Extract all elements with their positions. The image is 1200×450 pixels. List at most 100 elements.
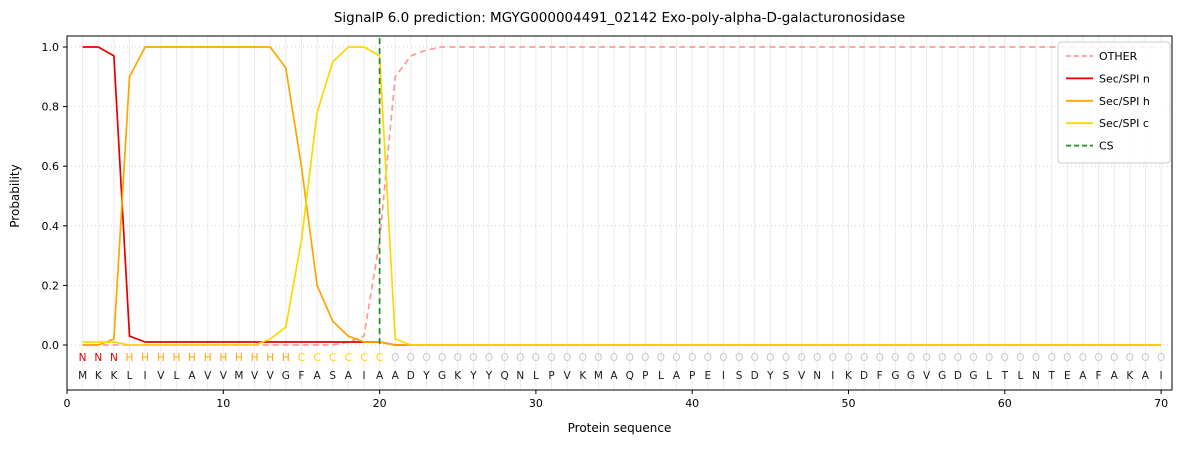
series-line-other	[82, 46, 1162, 346]
sequence-letter: V	[798, 370, 806, 382]
sequence-letter: F	[298, 370, 304, 382]
region-label: H	[251, 352, 259, 364]
region-label: O	[766, 352, 774, 364]
region-label: O	[704, 352, 712, 364]
region-label: H	[157, 352, 165, 364]
sequence-letter: M	[234, 370, 243, 382]
sequence-letter: D	[954, 370, 962, 382]
region-label: H	[235, 352, 243, 364]
sequence-letter: I	[1160, 370, 1163, 382]
region-label: O	[1016, 352, 1024, 364]
sequence-letter: A	[673, 370, 681, 382]
sequence-letter: E	[704, 370, 711, 382]
sequence-letter: G	[438, 370, 446, 382]
region-label: O	[547, 352, 555, 364]
sequence-letter: K	[110, 370, 118, 382]
sequence-letter: N	[1032, 370, 1040, 382]
sequence-letter: G	[969, 370, 977, 382]
region-label: O	[1126, 352, 1134, 364]
region-label: O	[1157, 352, 1165, 364]
region-label: H	[219, 352, 227, 364]
region-label: H	[172, 352, 180, 364]
region-label: O	[672, 352, 680, 364]
x-tick-label: 70	[1154, 397, 1168, 410]
region-label: O	[516, 352, 524, 364]
sequence-letter: V	[204, 370, 212, 382]
y-tick-label: 0.2	[42, 279, 60, 292]
region-label: N	[94, 352, 102, 364]
region-label: O	[719, 352, 727, 364]
region-label: O	[907, 352, 915, 364]
sequence-letter: F	[877, 370, 883, 382]
region-label: O	[1048, 352, 1056, 364]
y-tick-label: 0.4	[42, 220, 60, 233]
x-tick-label: 10	[216, 397, 230, 410]
region-label: O	[922, 352, 930, 364]
sequence-letter: S	[783, 370, 790, 382]
sequence-letter: G	[891, 370, 899, 382]
x-tick-label: 0	[64, 397, 71, 410]
region-label: O	[610, 352, 618, 364]
region-label: N	[79, 352, 87, 364]
region-label: O	[1032, 352, 1040, 364]
region-label: O	[391, 352, 399, 364]
region-label: O	[469, 352, 477, 364]
x-axis-label: Protein sequence	[567, 421, 672, 435]
sequence-letter: D	[751, 370, 759, 382]
region-label: O	[969, 352, 977, 364]
sequence-letter: L	[533, 370, 539, 382]
y-tick-label: 0.8	[42, 101, 60, 114]
sequence-letter: N	[813, 370, 821, 382]
region-label: C	[345, 352, 352, 364]
y-axis-label: Probability	[8, 164, 22, 228]
region-label: O	[891, 352, 899, 364]
sequence-letter: A	[1111, 370, 1119, 382]
sequence-letter: P	[642, 370, 648, 382]
region-label: O	[829, 352, 837, 364]
sequence-letter: L	[127, 370, 133, 382]
sequence-letter: Q	[500, 370, 508, 382]
sequence-letter: T	[1047, 370, 1055, 382]
region-label: O	[751, 352, 759, 364]
sequence-letter: Y	[469, 370, 477, 382]
region-label: C	[329, 352, 336, 364]
sequence-letter: A	[1079, 370, 1087, 382]
region-label: H	[188, 352, 196, 364]
y-tick-label: 1.0	[42, 41, 60, 54]
sequence-letter: I	[831, 370, 834, 382]
sequence-letter: L	[173, 370, 179, 382]
sequence-letter: A	[1142, 370, 1150, 382]
region-label: O	[938, 352, 946, 364]
region-label: O	[1094, 352, 1102, 364]
series-line-sec-spi-n	[82, 46, 1162, 346]
sequence-letter: A	[314, 370, 322, 382]
y-tick-label: 0.6	[42, 160, 60, 173]
sequence-letter: Y	[422, 370, 430, 382]
sequence-letter: S	[736, 370, 743, 382]
series-line-sec-spi-h	[82, 46, 1162, 346]
sequence-letter: A	[392, 370, 400, 382]
region-label: O	[782, 352, 790, 364]
region-label: O	[641, 352, 649, 364]
sequence-letter: F	[1095, 370, 1101, 382]
region-label: O	[688, 352, 696, 364]
region-label: O	[579, 352, 587, 364]
sequence-letter: L	[658, 370, 664, 382]
region-label: O	[422, 352, 430, 364]
region-label: O	[844, 352, 852, 364]
sequence-letter: V	[220, 370, 228, 382]
region-label: O	[563, 352, 571, 364]
region-label: O	[438, 352, 446, 364]
sequence-letter: S	[329, 370, 336, 382]
region-label: H	[141, 352, 149, 364]
sequence-letter: I	[144, 370, 147, 382]
x-tick-label: 50	[842, 397, 856, 410]
region-label: O	[1001, 352, 1009, 364]
sequence-letter: P	[548, 370, 554, 382]
sequence-letter: V	[157, 370, 165, 382]
region-label: O	[500, 352, 508, 364]
axes-box	[66, 35, 1173, 391]
region-label: C	[376, 352, 383, 364]
region-label: O	[657, 352, 665, 364]
